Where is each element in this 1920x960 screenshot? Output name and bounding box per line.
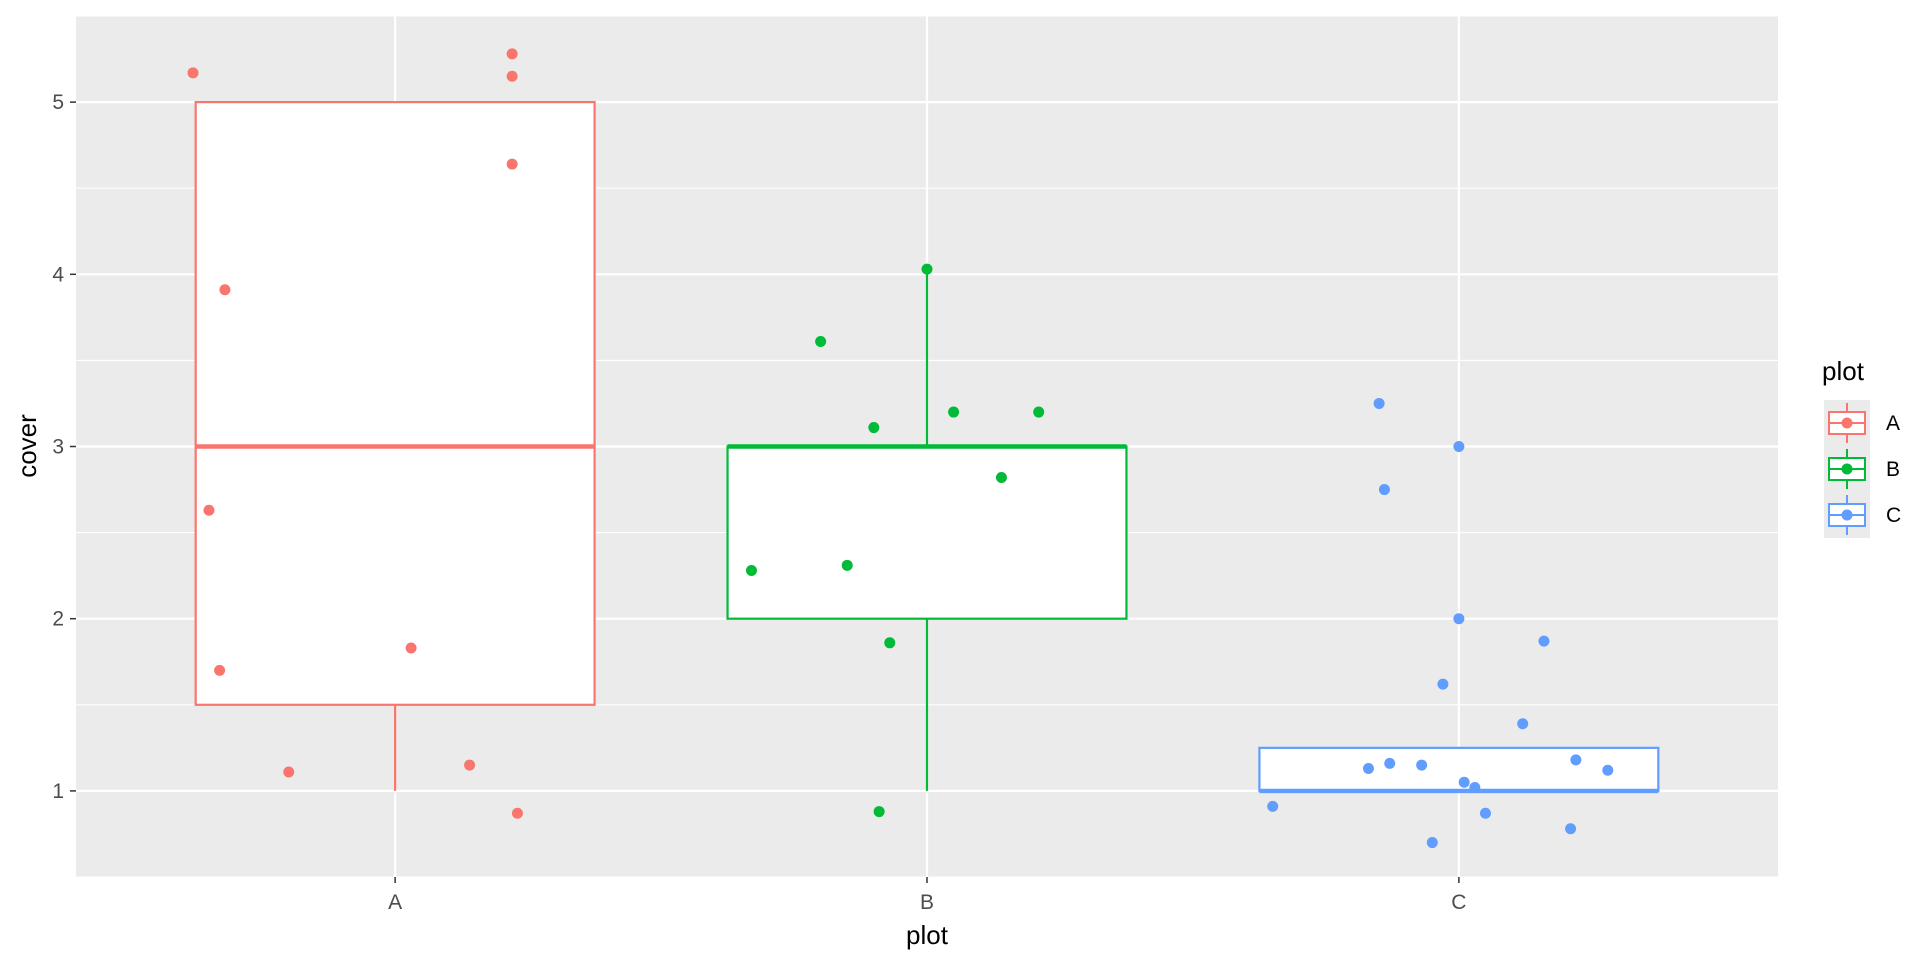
legend-title: plot <box>1822 356 1865 386</box>
legend-item-A: A <box>1828 403 1900 443</box>
point-B <box>884 637 896 649</box>
y-axis-title: cover <box>12 414 42 478</box>
point-A <box>405 642 417 654</box>
point-C <box>1453 613 1465 625</box>
point-B <box>745 564 757 576</box>
point-C <box>1479 807 1491 819</box>
point-A <box>506 70 518 82</box>
point-C <box>1602 764 1614 776</box>
point-C <box>1570 754 1582 766</box>
y-tick-label: 3 <box>52 436 64 459</box>
legend-item-B: B <box>1828 449 1900 489</box>
point-A <box>219 284 231 296</box>
point-B <box>841 559 853 571</box>
box-C <box>1258 746 1660 794</box>
legend-key-point <box>1841 463 1853 475</box>
point-B <box>948 406 960 418</box>
legend-label: A <box>1886 412 1900 435</box>
point-B <box>1033 406 1045 418</box>
legend: plot ABC <box>1822 356 1901 538</box>
point-A <box>283 766 295 778</box>
box-A <box>194 100 596 791</box>
points-layer <box>187 48 1614 849</box>
box-B <box>726 274 1128 791</box>
point-A <box>203 504 215 516</box>
point-B <box>995 471 1007 483</box>
legend-label: B <box>1886 458 1900 481</box>
point-C <box>1469 781 1481 793</box>
point-C <box>1267 800 1279 812</box>
point-C <box>1538 635 1550 647</box>
point-C <box>1437 678 1449 690</box>
point-C <box>1373 397 1385 409</box>
point-B <box>815 335 827 347</box>
point-C <box>1517 718 1529 730</box>
x-tick-label: B <box>920 891 934 914</box>
point-A <box>506 158 518 170</box>
point-C <box>1565 823 1577 835</box>
y-tick-label: 1 <box>52 780 64 803</box>
x-axis-title: plot <box>906 920 949 950</box>
point-B <box>921 263 933 275</box>
y-axis-ticks: 1 2 3 4 5 <box>52 91 76 803</box>
y-tick-label: 2 <box>52 608 64 631</box>
point-A <box>506 48 518 60</box>
box-body-A <box>194 100 596 706</box>
boxes-layer <box>194 100 1660 794</box>
point-A <box>214 664 226 676</box>
legend-label: C <box>1886 504 1901 527</box>
point-A <box>464 759 476 771</box>
legend-key-point <box>1841 509 1853 521</box>
point-C <box>1362 763 1374 775</box>
x-tick-label: C <box>1451 891 1466 914</box>
point-C <box>1458 776 1470 788</box>
point-A <box>187 67 199 79</box>
point-C <box>1378 484 1390 496</box>
y-tick-label: 4 <box>52 263 64 286</box>
box-body-C <box>1258 746 1660 792</box>
legend-key-point <box>1841 417 1853 429</box>
point-C <box>1384 757 1396 769</box>
box-body-B <box>726 445 1128 620</box>
point-A <box>511 807 523 819</box>
y-tick-label: 5 <box>52 91 64 114</box>
point-C <box>1453 441 1465 452</box>
point-B <box>873 806 885 818</box>
point-B <box>868 422 880 434</box>
legend-item-C: C <box>1828 495 1901 535</box>
point-C <box>1416 759 1428 771</box>
point-C <box>1426 837 1438 849</box>
x-tick-label: A <box>388 891 402 914</box>
x-axis-ticks: A B C <box>388 877 1466 914</box>
